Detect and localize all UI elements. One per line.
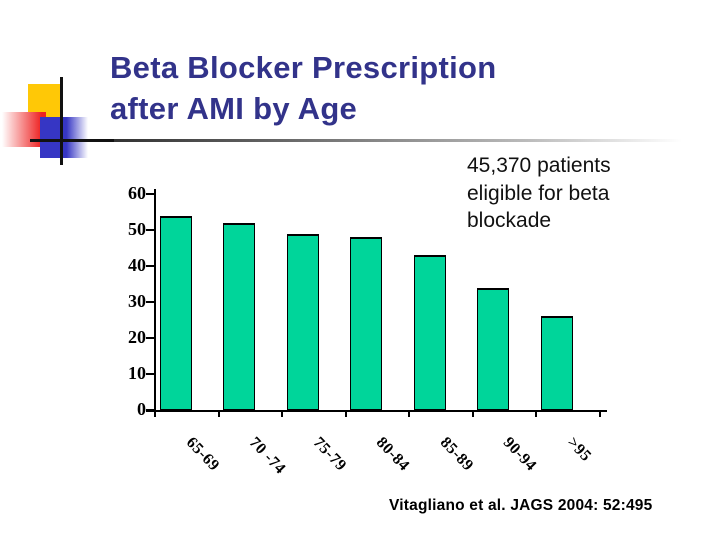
decor-blue-square: [40, 117, 88, 158]
y-axis-tick-label: 30: [128, 291, 146, 311]
x-axis-category-label: 75-79: [309, 434, 350, 475]
y-axis-line: [154, 189, 156, 412]
slide-title-line2: after AMI by Age: [110, 91, 358, 126]
y-axis-tick: [146, 265, 154, 267]
bar-65-69: [159, 215, 192, 410]
x-axis-category-label: 70 -74: [246, 434, 290, 478]
y-axis-tick: [146, 229, 154, 231]
bar-85-89: [413, 255, 446, 410]
y-axis-tick: [146, 193, 154, 195]
y-axis-tick-label: 40: [128, 255, 146, 275]
x-axis-category-label: 85-89: [436, 434, 477, 475]
x-axis-tick: [535, 410, 537, 417]
decor-vertical-line: [60, 77, 63, 165]
x-axis-tick: [598, 410, 601, 417]
bar-70 -74: [223, 222, 255, 410]
bar-75-79: [286, 233, 319, 410]
x-axis-tick: [281, 410, 283, 417]
slide-title-line1: Beta Blocker Prescription: [110, 50, 497, 85]
decor-horizontal-line: [30, 139, 114, 142]
x-axis-tick: [344, 410, 347, 417]
y-axis-tick-label: 60: [128, 183, 146, 203]
x-axis-tick: [408, 410, 410, 417]
y-axis-tick-label: 50: [128, 219, 146, 239]
y-axis-tick: [146, 337, 154, 339]
bar-80-84: [350, 237, 382, 410]
x-axis-tick: [471, 410, 474, 417]
y-axis-tick-label: 20: [128, 327, 146, 347]
y-axis-tick: [146, 409, 154, 411]
x-axis-tick: [154, 410, 156, 417]
slide-title: Beta Blocker Prescription after AMI by A…: [110, 47, 670, 129]
x-axis-category-label: 90-94: [500, 434, 540, 475]
patient-count-annotation: 45,370 patients eligible for beta blocka…: [467, 154, 611, 232]
x-axis-tick: [217, 410, 220, 417]
y-axis-tick: [146, 373, 154, 375]
x-axis-category-label: 80-84: [373, 434, 413, 475]
x-axis-category-label: >95: [563, 434, 595, 465]
x-axis-line: [146, 410, 607, 412]
y-axis-tick-label: 10: [128, 363, 146, 383]
title-divider-rule: [62, 139, 682, 142]
citation: Vitagliano et al. JAGS 2004: 52:495: [389, 497, 653, 514]
y-axis-tick-label: 0: [137, 399, 146, 419]
y-axis-tick: [146, 301, 154, 303]
bar-90-94: [477, 287, 509, 410]
bar->95: [540, 316, 573, 410]
x-axis-category-label: 65-69: [182, 434, 223, 475]
